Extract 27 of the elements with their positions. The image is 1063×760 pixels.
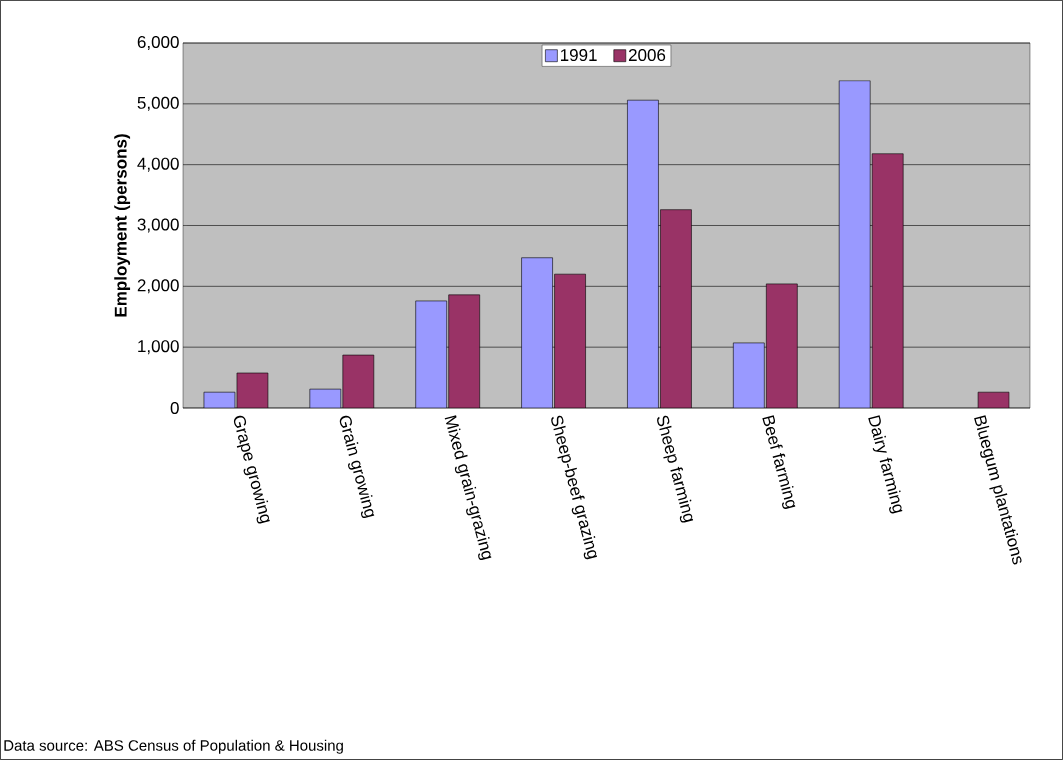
bar bbox=[342, 354, 375, 408]
x-tick-label: Beef farming bbox=[762, 415, 796, 509]
legend-label: 2006 bbox=[628, 49, 666, 62]
bar bbox=[554, 273, 586, 408]
bar bbox=[871, 153, 904, 408]
x-tick-label: Dairy farming bbox=[868, 415, 903, 514]
y-tick-label: 2,000 bbox=[137, 279, 179, 294]
y-tick-label: 3,000 bbox=[137, 218, 179, 233]
x-tick-label: Grain growing bbox=[339, 415, 375, 519]
bar bbox=[448, 294, 480, 408]
bar bbox=[766, 283, 798, 408]
bar bbox=[838, 80, 871, 408]
x-tick-label: Sheep farming bbox=[657, 415, 694, 523]
y-tick-label: 0 bbox=[170, 401, 179, 415]
y-tick-label: 4,000 bbox=[137, 157, 179, 172]
x-tick-label: Grape growing bbox=[233, 415, 270, 524]
bar bbox=[627, 99, 659, 408]
y-tick-label: 6,000 bbox=[137, 35, 179, 51]
legend-label: 1991 bbox=[560, 49, 597, 62]
bar bbox=[660, 209, 692, 408]
bar bbox=[733, 342, 765, 408]
bar bbox=[415, 300, 447, 408]
y-axis-title: Employment (persons) bbox=[114, 134, 131, 317]
source-note: Data source: ABS Census of Population & Housing bbox=[4, 739, 343, 754]
y-tick-label: 1,000 bbox=[138, 340, 179, 355]
y-tick-label: 5,000 bbox=[137, 96, 179, 111]
bar bbox=[521, 257, 553, 408]
